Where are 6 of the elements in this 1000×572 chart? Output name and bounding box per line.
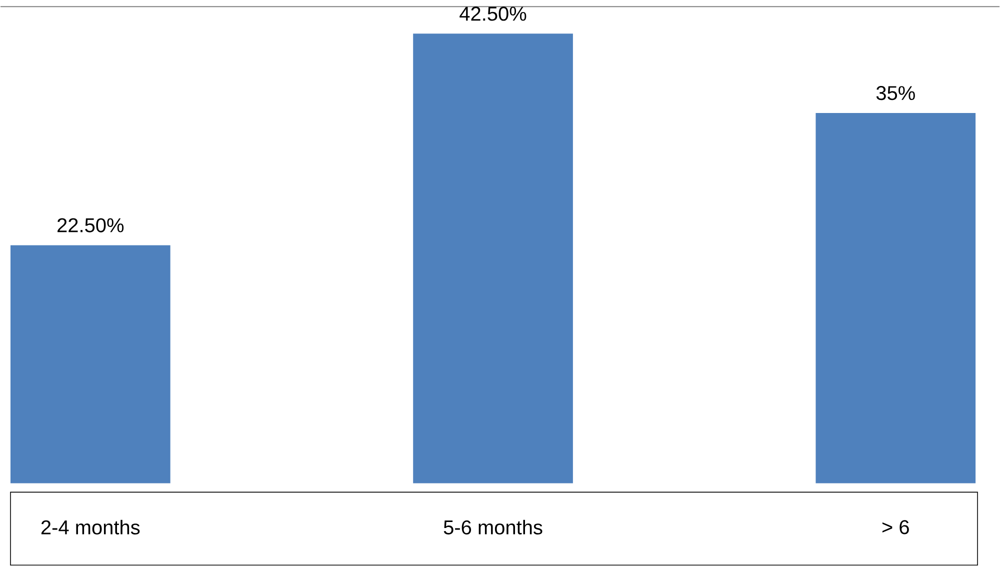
x-tick-label: 5-6 months xyxy=(444,520,542,534)
data-label: 42.50% xyxy=(460,6,526,21)
x-tick-label: > 6 xyxy=(882,520,909,534)
data-label: 22.50% xyxy=(58,218,124,232)
data-label: 35% xyxy=(876,86,915,100)
x-tick-label: 2-4 months xyxy=(41,520,140,534)
